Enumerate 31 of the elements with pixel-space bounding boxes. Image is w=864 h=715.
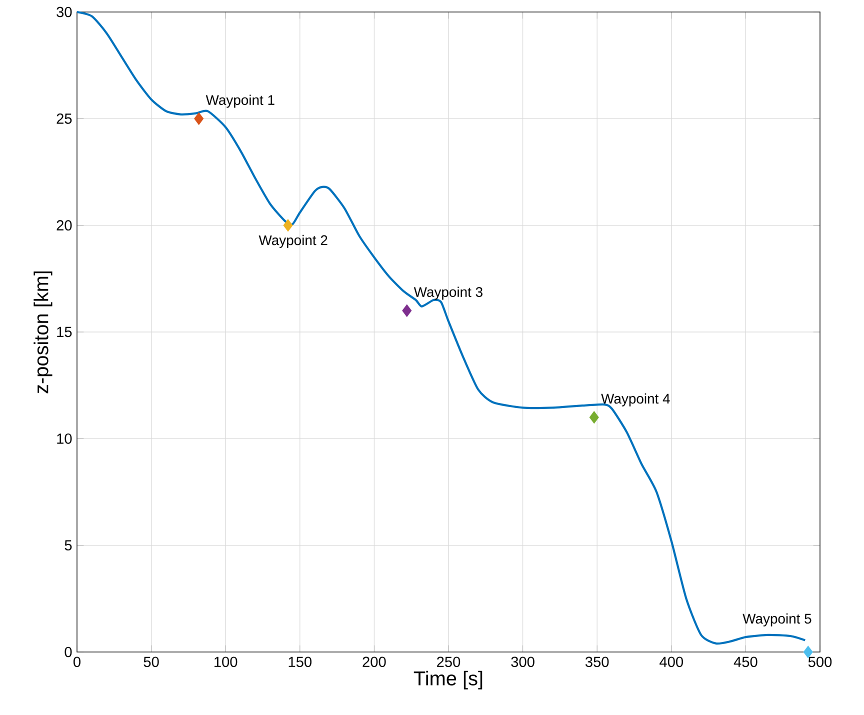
annotation: Waypoint 2 (258, 234, 328, 248)
x-tick-label: 500 (808, 656, 832, 668)
annotation: Waypoint 5 (742, 613, 812, 626)
y-tick-label: 30 (56, 6, 72, 18)
x-tick-label: 50 (144, 656, 159, 668)
line-series (76, 10, 806, 645)
y-tick-label: 0 (64, 646, 72, 658)
point (402, 304, 412, 317)
y-axis-title: z-positon [km] (34, 271, 52, 394)
point (194, 112, 204, 125)
point (283, 219, 293, 232)
x-tick-label: 200 (362, 656, 386, 668)
annotation: Waypoint 3 (414, 286, 482, 300)
x-tick-label: 350 (585, 656, 609, 668)
point (589, 411, 599, 424)
x-tick-label: 100 (214, 656, 238, 668)
x-axis-title: Time [s] (414, 670, 482, 690)
y-tick-label: 10 (57, 434, 72, 444)
x-tick-label: 300 (511, 656, 534, 668)
y-tick-label: 5 (64, 540, 72, 550)
x-tick-label: 250 (437, 656, 460, 668)
y-tick-label: 15 (57, 326, 72, 338)
y-tick-label: 25 (56, 114, 72, 124)
x-tick-label: 450 (734, 656, 758, 668)
y-tick-label: 20 (56, 220, 72, 231)
x-tick-label: 150 (288, 656, 312, 668)
x-tick-label: 400 (660, 656, 683, 668)
x-tick-label: 0 (74, 656, 80, 668)
annotation: Waypoint 1 (206, 94, 274, 108)
point (803, 646, 813, 658)
annotation: Waypoint 4 (601, 393, 670, 406)
